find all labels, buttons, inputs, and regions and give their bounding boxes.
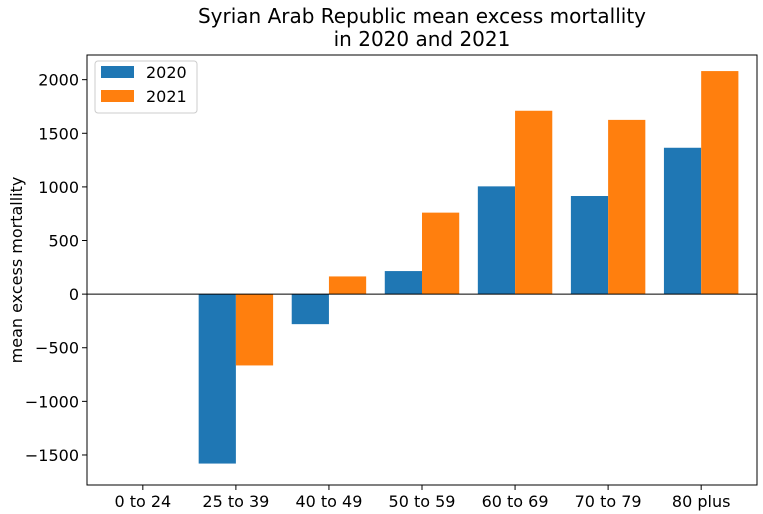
bar-2021-40-to-49 [328, 276, 367, 295]
legend-swatch-2020 [101, 66, 134, 78]
x-tick-label: 60 to 69 [482, 492, 549, 511]
bar-2020-80-plus [663, 147, 702, 295]
y-tick-label: −1500 [25, 446, 79, 465]
x-tick-label: 70 to 79 [575, 492, 642, 511]
x-tick-label: 40 to 49 [295, 492, 362, 511]
y-tick-label: −500 [35, 339, 79, 358]
legend: 2020 2021 [94, 60, 198, 114]
y-tick-label: 2000 [38, 71, 79, 90]
y-tick-label: 0 [69, 285, 79, 304]
y-axis-label: mean excess mortallity [7, 177, 26, 364]
y-axis: −1500 −1000 −500 0 500 1000 1500 2000 [25, 71, 87, 465]
bar-2020-50-to-59 [384, 271, 422, 295]
bar-2020-25-to-39 [198, 294, 236, 464]
bars-group [198, 71, 739, 464]
x-axis: 0 to 24 25 to 39 40 to 49 50 to 59 60 to 69 7… [114, 485, 730, 511]
bar-2020-60-to-69 [477, 186, 516, 295]
bar-2021-80-plus [701, 71, 739, 295]
bar-2021-25-to-39 [235, 294, 274, 366]
bar-2021-70-to-79 [608, 119, 646, 295]
chart-title-line-2: in 2020 and 2021 [334, 27, 511, 51]
plot-frame [86, 54, 758, 486]
legend-swatch-2021 [101, 90, 134, 102]
bar-2021-50-to-59 [422, 212, 460, 295]
legend-label-2020: 2020 [146, 63, 187, 82]
y-tick-label: 500 [48, 232, 79, 251]
chart-title-line-1: Syrian Arab Republic mean excess mortall… [198, 4, 646, 28]
x-tick-label: 50 to 59 [389, 492, 456, 511]
x-tick-label: 0 to 24 [114, 492, 171, 511]
legend-label-2021: 2021 [146, 87, 187, 106]
x-tick-label: 25 to 39 [202, 492, 269, 511]
y-tick-label: −1000 [25, 392, 79, 411]
y-tick-label: 1500 [38, 124, 79, 143]
bar-2020-70-to-79 [570, 196, 609, 295]
bar-2021-60-to-69 [515, 110, 553, 295]
x-tick-label: 80 plus [672, 492, 731, 511]
bar-2020-40-to-49 [291, 294, 329, 325]
y-tick-label: 1000 [38, 178, 79, 197]
